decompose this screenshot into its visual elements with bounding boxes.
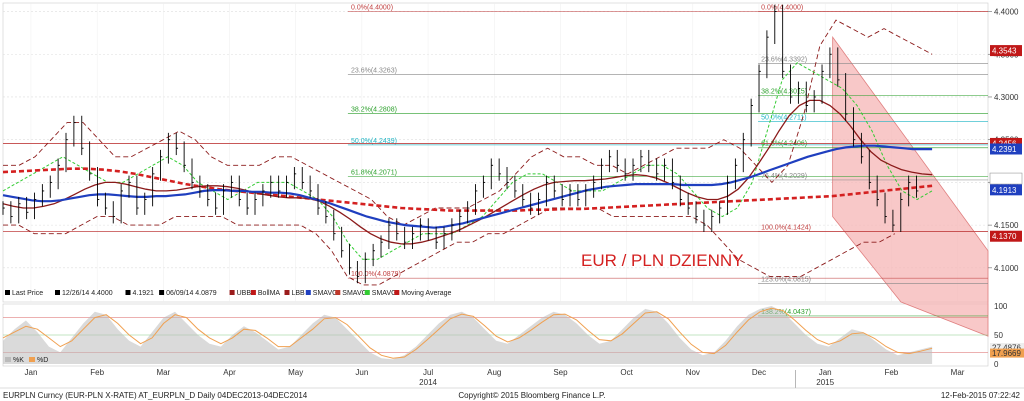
stoch-k-area [3, 306, 933, 364]
fib-left-label: 38.2%(4.2808) [351, 106, 397, 113]
legend-entry: 4.1921 [133, 290, 155, 297]
price-badge-label: 4.1913 [992, 186, 1017, 195]
x-tick-label: Jun [355, 368, 368, 377]
legend-swatch [284, 290, 290, 295]
legend-swatch [159, 290, 165, 295]
x-tick-label: Jan [819, 368, 832, 377]
legend-entry: SMAVG [342, 290, 367, 297]
fib-right-label: 76.4%(4.2029) [761, 173, 807, 180]
fib-right-label: 38.2%(4.3015) [761, 89, 807, 96]
footer-right: 12-Feb-2015 07:22:42 [941, 391, 1021, 400]
legend-swatch [364, 290, 370, 295]
down-channel [832, 35, 989, 337]
legend: Last Price 12/26/14 4.4000 4.1921 06/09/14 … [5, 290, 451, 297]
legend-entry: BollMA [258, 290, 281, 297]
y-tick-label: 4.4000 [994, 8, 1019, 17]
x-tick-label: Aug [487, 368, 501, 377]
k-value-badge [990, 343, 1024, 353]
x-tick-label: Feb [90, 368, 104, 377]
oscillator-y-label: 50 [994, 331, 1003, 340]
fib-left-label: 23.6%(4.3263) [351, 68, 397, 75]
legend-entry: Moving Average [401, 290, 451, 297]
price-badge-label: 4.2391 [992, 145, 1017, 154]
x-tick-label: Jan [25, 368, 38, 377]
x-tick-label: Nov [686, 368, 700, 377]
legend-entry: 12/26/14 4.4000 [62, 290, 113, 297]
fib-right-label: 138.2%(4.0437) [761, 309, 811, 316]
legend-swatch [125, 290, 131, 295]
price-badge [990, 230, 1022, 242]
fib-left-label: 100.0%(4.0879) [351, 271, 401, 278]
x-tick-label: Apr [223, 368, 236, 377]
k-value-label: 27.4876 [992, 344, 1021, 353]
legend-entry: 06/09/14 4.0879 [166, 290, 217, 297]
price-badge [990, 184, 1022, 196]
price-badge-label: 4.3543 [992, 47, 1017, 56]
oscillator-y-label: 0 [994, 360, 999, 369]
price-badge [990, 45, 1022, 57]
x-year-label: 2015 [816, 378, 834, 387]
x-axis: Jan Feb Mar Apr May Jun Jul Aug Sep Oct Nov Dec Jan F… [25, 368, 965, 388]
oscillator-legend: %K %D [5, 357, 48, 364]
legend-entry: LBB [292, 290, 306, 297]
footer-center: Copyright© 2015 Bloomberg Finance L.P. [458, 391, 605, 400]
legend-swatch [335, 290, 341, 295]
x-tick-label: Feb [884, 368, 898, 377]
legend-entry: SMAVG [372, 290, 397, 297]
legend-entry: SMAVG [313, 290, 338, 297]
x-tick-label: Jul [423, 368, 433, 377]
d-value-label: 17.9669 [992, 349, 1021, 358]
oscillator-y-label: 100 [994, 302, 1008, 311]
sma-red-line [2, 99, 933, 245]
price-badge [990, 143, 1022, 155]
price-badge-label: 4.2045 [992, 175, 1017, 184]
fib-left-label: 61.8%(4.2071) [351, 169, 397, 176]
legend-swatch [5, 290, 10, 295]
d-swatch [29, 357, 35, 362]
d-label: %D [37, 357, 48, 364]
oscillator [2, 306, 988, 364]
fib-right-label: 0.0%(4.4000) [761, 5, 803, 12]
x-tick-label: Oct [620, 368, 633, 377]
price-badge [990, 137, 1022, 149]
fib-right-label: 50.0%(4.2711) [761, 115, 806, 122]
legend-swatch [55, 290, 60, 295]
x-tick-label: May [288, 368, 303, 377]
price-badge-label: 4.1370 [992, 232, 1017, 241]
x-tick-label: Mar [951, 368, 965, 377]
stoch-d-line [2, 307, 933, 359]
d-value-badge [990, 348, 1024, 358]
x-tick-label: Sep [553, 368, 568, 377]
legend-swatch [250, 290, 256, 295]
y-tick-label: 4.3000 [994, 93, 1019, 102]
fib-right-label: 61.8%(4.2406) [761, 141, 807, 148]
y-tick-label: 4.1500 [994, 221, 1019, 230]
k-label: %K [13, 357, 24, 364]
y-tick-label: 4.1000 [994, 264, 1019, 273]
fibonacci-levels: 0.0%(4.4000) 23.6%(4.3263) 38.2%(4.2808) 50… [3, 5, 988, 317]
legend-swatch [229, 290, 235, 295]
legend-swatch [305, 290, 311, 295]
series-layer [2, 4, 933, 286]
sma-green-line [2, 62, 933, 260]
fib-right-label: 100.0%(4.1424) [761, 225, 811, 232]
x-tick-label: Dec [752, 368, 766, 377]
x-tick-label: Mar [156, 368, 170, 377]
fib-right-label: 123.6%(4.0815) [761, 277, 811, 284]
legend-swatch [394, 290, 400, 295]
price-badge [989, 172, 1023, 185]
legend-entry: UBB [237, 290, 252, 297]
chart-title: EUR / PLN DZIENNY [581, 251, 743, 270]
fib-right-label: 23.6%(4.3392) [761, 56, 807, 63]
fib-left-label: 50.0%(4.2439) [351, 138, 397, 145]
fib-left-label: 0.0%(4.4000) [351, 5, 393, 12]
legend-entry: Last Price [12, 290, 43, 297]
footer-left: EURPLN Curncy (EUR-PLN X-RATE) AT_EURPLN… [3, 391, 308, 400]
k-swatch [5, 357, 11, 362]
x-year-label: 2014 [419, 378, 437, 387]
